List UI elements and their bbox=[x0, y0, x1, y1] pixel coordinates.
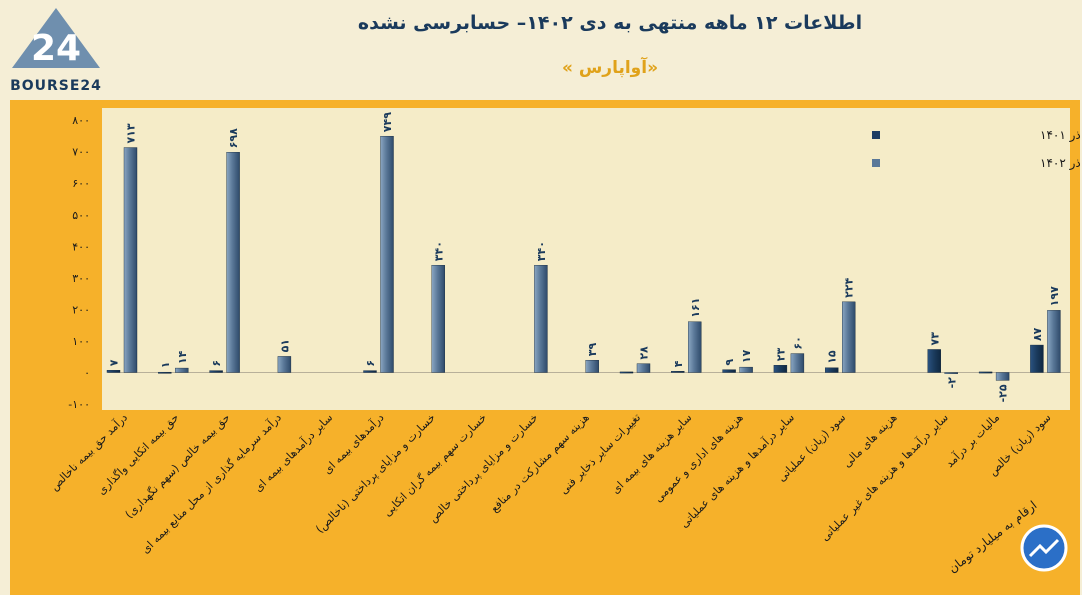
logo-wordmark: BOURSE24 bbox=[10, 78, 102, 94]
bar-data-label: ۷ bbox=[108, 359, 121, 366]
bar-1401 bbox=[825, 367, 839, 373]
bar-1401 bbox=[363, 370, 377, 373]
bar-data-label: ۲۸ bbox=[638, 346, 651, 360]
plot-area bbox=[102, 108, 1070, 410]
bar-1402 bbox=[842, 301, 856, 373]
bar-data-label: ۱۵ bbox=[826, 350, 839, 364]
bar-data-label: ۶ bbox=[364, 360, 377, 367]
bar-1401 bbox=[722, 369, 736, 373]
bar-data-label: ۱۴ bbox=[176, 350, 189, 364]
watermark-badge bbox=[1020, 524, 1068, 572]
y-tick-label: ۱۰۰ bbox=[72, 335, 90, 348]
y-tick-label: ۵۰۰ bbox=[72, 209, 90, 222]
bar-1402 bbox=[1047, 310, 1061, 373]
bar-data-label: ۱۶۱ bbox=[689, 298, 702, 318]
bar-data-label: ۳۴۰ bbox=[432, 241, 445, 261]
bar-1402 bbox=[995, 372, 1010, 381]
bar-data-label: ۳۴۰ bbox=[535, 241, 548, 261]
bar-data-label: ۶۹۸ bbox=[227, 128, 240, 148]
bar-1402 bbox=[688, 321, 702, 373]
bar-1402 bbox=[636, 363, 651, 373]
bar-1401 bbox=[209, 370, 223, 373]
bar-1402 bbox=[739, 366, 753, 373]
bourse24-logo: 24 BOURSE24 bbox=[10, 8, 102, 94]
bar-1401 bbox=[671, 371, 685, 373]
chart-subtitle: «آواپارس » bbox=[561, 58, 659, 78]
chart-title: اطلاعات ۱۲ ماهه منتهی به دی ۱۴۰۲– حسابرس… bbox=[357, 12, 863, 34]
bar-data-label: ۳۹ bbox=[586, 342, 599, 356]
bar-1401 bbox=[158, 371, 172, 374]
bar-data-label: ۷۱۳ bbox=[125, 123, 138, 143]
bar-data-label: ۶ bbox=[210, 360, 223, 367]
bar-data-label: -۲ bbox=[945, 377, 958, 389]
legend-swatch-1402 bbox=[872, 159, 880, 167]
bar-1401 bbox=[773, 365, 788, 373]
bar-data-label: ۷۴۹ bbox=[381, 112, 394, 132]
bar-1402 bbox=[431, 265, 445, 373]
y-tick-label: ۲۰۰ bbox=[72, 303, 90, 316]
bar-data-label: ۹ bbox=[723, 359, 736, 366]
bar-1401 bbox=[106, 370, 121, 373]
bar-1401 bbox=[978, 371, 993, 374]
legend-label-1402: عملکرد منتهی به آذر ۱۴۰۲ bbox=[1040, 155, 1080, 171]
logo-number: 24 bbox=[31, 28, 81, 69]
bar-1402 bbox=[944, 372, 958, 374]
y-tick-label: -۱۰۰ bbox=[68, 398, 90, 411]
bar-1402 bbox=[380, 135, 394, 373]
bar-data-label: ۲۲۴ bbox=[843, 277, 856, 297]
bar-1401 bbox=[619, 371, 634, 374]
bar-data-label: ۴ bbox=[672, 360, 685, 367]
bar-1402 bbox=[585, 359, 599, 373]
y-tick-label: ۶۰۰ bbox=[72, 177, 90, 190]
bar-data-label: ۱۷ bbox=[740, 349, 753, 363]
bar-1402 bbox=[534, 265, 548, 373]
bar-data-label: ۷۳ bbox=[928, 332, 941, 346]
bar-1401 bbox=[927, 349, 941, 373]
y-tick-label: ۰ bbox=[84, 367, 90, 380]
bar-data-label: ۱۹۷ bbox=[1048, 286, 1061, 306]
legend-swatch-1401 bbox=[872, 131, 880, 139]
bar-1402 bbox=[277, 356, 292, 373]
legend: عملکرد منتهی به آذر ۱۴۰۱ عملکرد منتهی به… bbox=[872, 127, 1080, 171]
logo-triangle-icon bbox=[12, 8, 100, 68]
bar-data-label: ۱ bbox=[159, 361, 172, 368]
bar-data-label: ۲۳ bbox=[774, 348, 787, 362]
bar-data-label: -۲۵ bbox=[997, 384, 1010, 402]
bar-1401 bbox=[1030, 344, 1044, 373]
trend-arrow-icon bbox=[1028, 538, 1060, 558]
bar-data-label: ۸۷ bbox=[1031, 327, 1044, 341]
y-tick-label: ۸۰۰ bbox=[72, 114, 90, 127]
bar-1402 bbox=[175, 367, 189, 373]
bar-1402 bbox=[226, 152, 240, 373]
legend-label-1401: عملکرد منتهی به آذر ۱۴۰۱ bbox=[1040, 127, 1080, 143]
y-tick-label: ۴۰۰ bbox=[72, 240, 90, 253]
bar-1402 bbox=[123, 147, 138, 373]
bar-1402 bbox=[790, 353, 805, 373]
y-tick-label: ۷۰۰ bbox=[72, 146, 90, 159]
bar-data-label: ۵۱ bbox=[278, 339, 291, 352]
y-tick-label: ۳۰۰ bbox=[72, 272, 90, 285]
bar-data-label: ۶۰ bbox=[791, 336, 804, 349]
